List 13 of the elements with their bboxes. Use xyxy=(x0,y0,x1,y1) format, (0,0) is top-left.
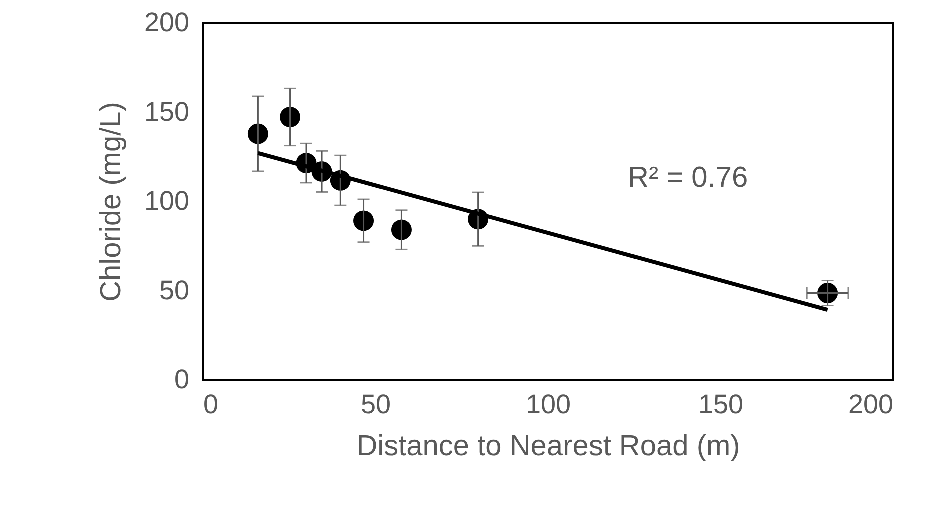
x-tick-label: 50 xyxy=(360,390,392,420)
y-axis-title: Chloride (mg/L) xyxy=(95,102,128,302)
y-tick-label: 0 xyxy=(174,364,190,394)
x-tick-label: 100 xyxy=(526,390,572,420)
y-tick-label: 50 xyxy=(159,275,190,306)
x-tick-label: 150 xyxy=(698,390,744,420)
y-tick-label: 100 xyxy=(144,186,190,216)
x-tick-label: 0 xyxy=(204,390,219,420)
x-tick-label: 200 xyxy=(848,390,894,420)
y-tick-label: 200 xyxy=(144,8,190,38)
y-tick-label: 150 xyxy=(144,96,190,127)
annotation: R² = 0.76 xyxy=(628,162,748,194)
x-axis-title: Distance to Nearest Road (m) xyxy=(356,430,740,462)
